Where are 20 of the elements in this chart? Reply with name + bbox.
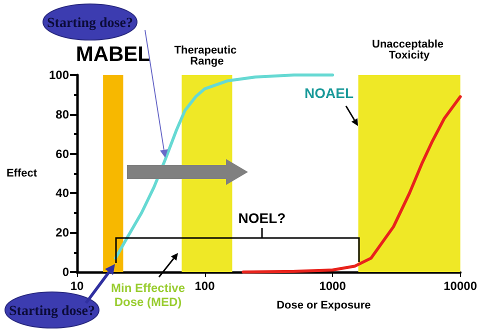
y-tick-label: 60 bbox=[56, 146, 70, 161]
x-axis-title: Dose or Exposure bbox=[276, 300, 371, 312]
band-label: MABEL bbox=[76, 43, 151, 66]
text: Min Effective Dose (MED) bbox=[110, 281, 186, 309]
annotation: Starting dose? bbox=[47, 16, 133, 31]
band-label: Unacceptable Toxicity bbox=[372, 38, 447, 62]
y-axis-title: Effect bbox=[6, 168, 38, 180]
y-tick-label: 40 bbox=[56, 186, 70, 200]
text: Starting dose? bbox=[9, 304, 95, 319]
x-tick-label: 100 bbox=[194, 279, 216, 293]
annotation: NOAEL bbox=[304, 85, 354, 101]
y-tick-label: 0 bbox=[62, 265, 70, 279]
x-tick-label: 1000 bbox=[319, 279, 346, 293]
x-tick-label: 10000 bbox=[444, 279, 478, 293]
band-label: Therapeutic Range bbox=[174, 44, 240, 68]
y-tick-label: 80 bbox=[56, 107, 70, 122]
x-tick-label: 10 bbox=[70, 279, 84, 293]
annotation: NOEL? bbox=[238, 210, 286, 226]
y-tick-label: 100 bbox=[48, 68, 70, 82]
y-tick-label: 20 bbox=[56, 226, 70, 240]
